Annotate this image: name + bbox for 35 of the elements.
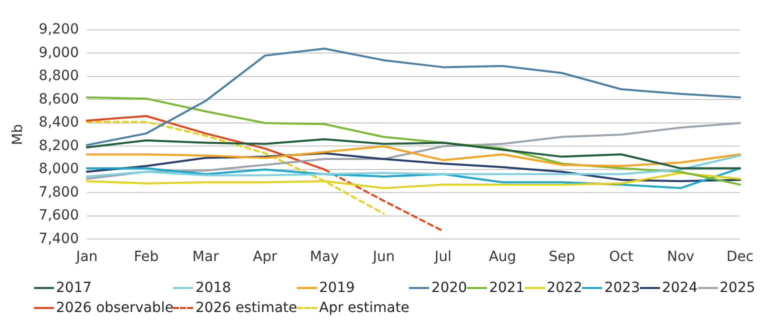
legend-label: 2023: [604, 280, 640, 296]
y-tick-label: 7,400: [38, 230, 79, 247]
x-tick-label: Mar: [192, 249, 220, 266]
x-tick-label: Apr: [252, 249, 278, 266]
x-tick-label: Sep: [548, 249, 576, 266]
legend-label: 2024: [662, 280, 698, 296]
legend-label: Apr estimate: [319, 300, 410, 316]
y-tick-label: 9,200: [38, 22, 79, 38]
y-tick-label: 8,000: [38, 161, 79, 178]
legend-label: 2020: [431, 280, 468, 296]
legend-label: 2019: [319, 280, 355, 296]
legend-label: 2017: [56, 280, 92, 296]
x-tick-label: May: [310, 249, 339, 266]
legend-label: 2022: [546, 280, 582, 296]
x-tick-label: Nov: [666, 249, 694, 266]
y-tick-label: 8,600: [38, 91, 79, 108]
x-tick-label: Aug: [488, 249, 516, 266]
y-tick-label: 8,400: [38, 114, 79, 131]
y-tick-label: 8,200: [38, 138, 79, 154]
x-tick-label: Jun: [372, 249, 395, 266]
legend-label: 2026 estimate: [195, 300, 298, 316]
x-tick-label: Oct: [609, 249, 634, 266]
y-tick-label: 9,000: [38, 44, 79, 61]
y-tick-label: 7,600: [38, 208, 79, 224]
legend-label: 2025: [720, 280, 756, 296]
x-tick-label: Dec: [726, 249, 754, 266]
legend-label: 2021: [489, 280, 525, 296]
y-axis-title: Mb: [10, 124, 26, 146]
legend-label: 2026 observable: [56, 300, 174, 316]
x-tick-label: Feb: [134, 249, 159, 266]
x-tick-label: Jan: [75, 249, 98, 266]
x-tick-label: Jul: [434, 249, 452, 266]
legend-label: 2018: [195, 280, 232, 296]
y-tick-label: 7,800: [38, 184, 79, 200]
y-tick-label: 8,800: [38, 68, 79, 84]
